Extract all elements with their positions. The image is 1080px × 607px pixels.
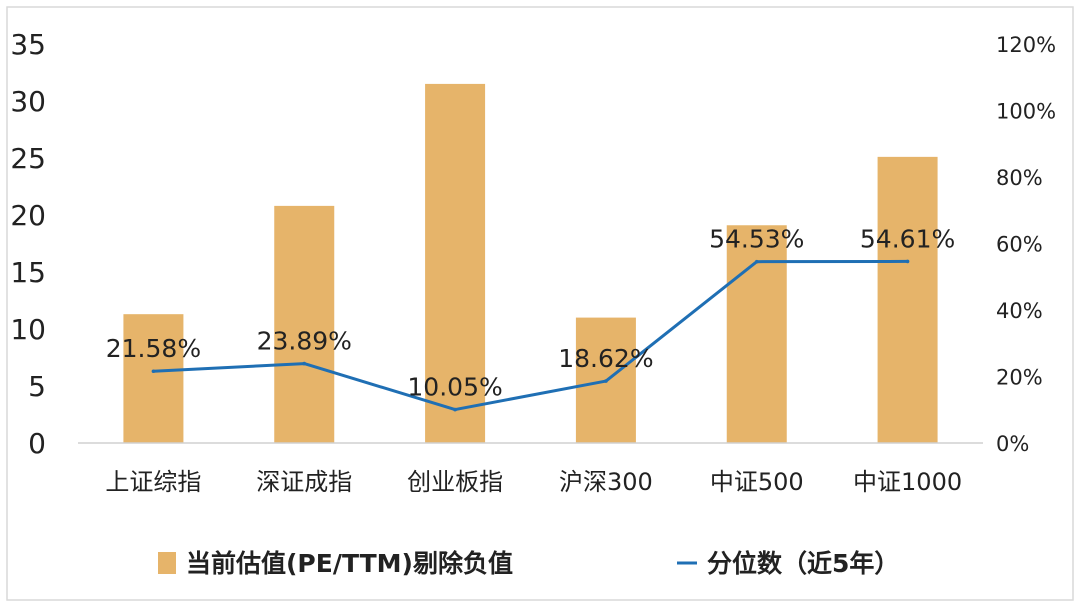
- line-point: [453, 407, 457, 412]
- percentile-line: [153, 259, 908, 412]
- line-point: [604, 379, 608, 383]
- legend-bar-label: 当前估值(PE/TTM)剔除负值: [186, 549, 513, 578]
- left-axis-tick-label: 20: [10, 199, 46, 232]
- line-point: [151, 369, 156, 374]
- left-axis-tick-label: 5: [28, 370, 46, 403]
- left-axis-tick-label: 35: [10, 28, 46, 61]
- right-axis-tick-label: 120%: [996, 33, 1056, 57]
- right-axis-ticks: 0% 20% 40% 60% 80% 100% 120%: [996, 33, 1056, 456]
- right-axis-tick-label: 60%: [996, 233, 1043, 257]
- bar: [123, 314, 184, 443]
- bar: [425, 83, 486, 444]
- x-axis-tick-label: 上证综指: [105, 468, 201, 496]
- left-axis-ticks: 0 5 10 15 20 25 30 35: [10, 28, 46, 460]
- line-data-label: 10.05%: [407, 373, 502, 402]
- legend-line-label: 分位数（近5年）: [707, 549, 899, 578]
- line-data-labels: 21.58% 23.89% 10.05% 18.62% 54.53% 54.61%: [106, 224, 955, 401]
- left-axis-tick-label: 30: [10, 85, 46, 118]
- x-axis-tick-label: 中证500: [710, 468, 804, 496]
- x-axis-tick-label: 创业板指: [407, 468, 503, 496]
- right-axis-tick-label: 100%: [996, 100, 1056, 124]
- x-axis-tick-label: 深证成指: [256, 468, 352, 496]
- right-axis-tick-label: 20%: [996, 366, 1043, 390]
- right-axis-tick-label: 80%: [996, 166, 1043, 190]
- x-axis-tick-label: 中证1000: [853, 468, 962, 496]
- right-axis-tick-label: 40%: [996, 299, 1043, 323]
- x-axis-ticks: 上证综指 深证成指 创业板指 沪深300 中证500 中证1000: [105, 468, 962, 496]
- left-axis-tick-label: 25: [10, 142, 46, 175]
- line-data-label: 54.61%: [860, 224, 955, 253]
- bar: [877, 156, 938, 444]
- left-axis-tick-label: 10: [10, 313, 46, 346]
- line-data-label: 54.53%: [709, 225, 804, 254]
- legend-bar-swatch: [158, 552, 176, 574]
- line-data-label: 21.58%: [106, 334, 201, 363]
- line-point: [302, 361, 307, 366]
- legend: 当前估值(PE/TTM)剔除负值 分位数（近5年）: [158, 549, 899, 578]
- x-axis-tick-label: 沪深300: [559, 468, 653, 496]
- line-point: [754, 259, 759, 264]
- bar-series: [123, 83, 938, 444]
- line-point: [905, 259, 910, 264]
- left-axis-tick-label: 15: [10, 256, 46, 289]
- bar: [274, 205, 335, 443]
- left-axis-tick-label: 0: [28, 427, 46, 460]
- line-series: [151, 259, 910, 412]
- right-axis-tick-label: 0%: [996, 432, 1029, 456]
- line-data-label: 23.89%: [257, 327, 352, 356]
- bar: [726, 225, 787, 443]
- line-data-label: 18.62%: [558, 344, 653, 373]
